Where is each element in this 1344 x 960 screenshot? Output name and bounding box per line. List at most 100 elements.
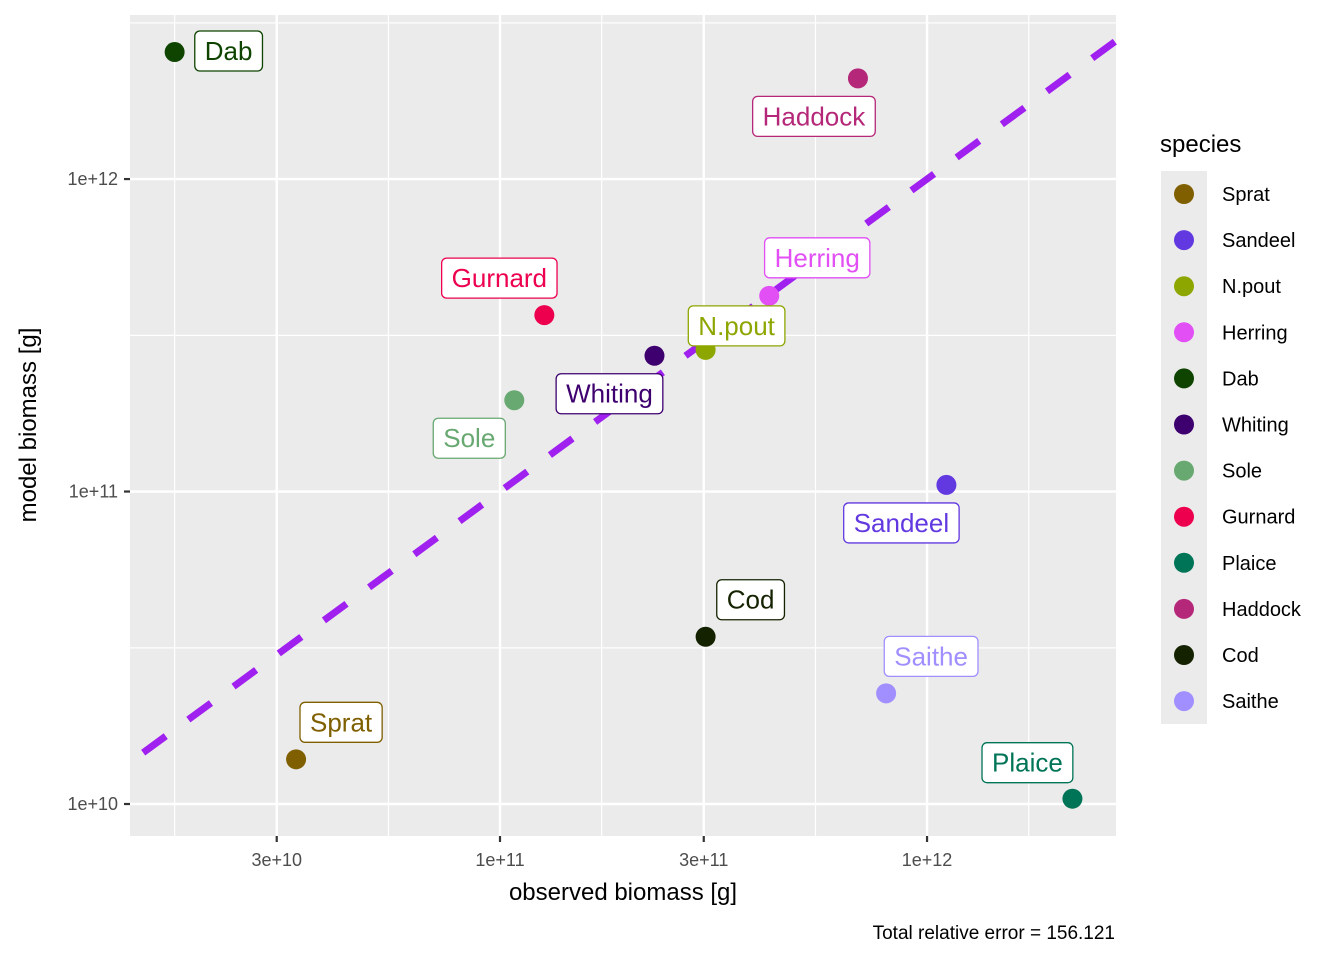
legend-item-plaice: Plaice <box>1174 552 1276 575</box>
label-saithe: Saithe <box>883 635 979 678</box>
point-label-text: Haddock <box>763 101 867 131</box>
point-label-box <box>440 257 558 299</box>
data-point-saithe <box>876 683 897 704</box>
label-sprat: Sprat <box>299 701 383 743</box>
legend-label: Sole <box>1222 461 1262 483</box>
point-label-box <box>299 701 383 743</box>
data-point-gurnard <box>534 305 555 326</box>
legend-item-dab: Dab <box>1174 368 1259 390</box>
legend-label: Sprat <box>1222 184 1270 206</box>
legend-item-saithe: Saithe <box>1174 691 1279 713</box>
legend-label: Haddock <box>1222 599 1302 621</box>
legend-key <box>1174 184 1194 204</box>
label-gurnard: Gurnard <box>440 257 558 299</box>
legend-key <box>1174 368 1194 389</box>
label-whiting: Whiting <box>555 373 664 415</box>
legend-item-sole: Sole <box>1174 460 1262 483</box>
legend-key <box>1174 322 1194 343</box>
point-label-text: Plaice <box>992 748 1063 778</box>
legend-item-sandeel: Sandeel <box>1174 230 1295 252</box>
legend-item-sprat: Sprat <box>1174 184 1270 206</box>
point-label-box <box>194 30 264 72</box>
y-tick-label: 1e+12 <box>67 169 118 189</box>
legend-label: Gurnard <box>1222 507 1295 529</box>
point-labels: Sprat Sandeel N.pout Herring Dab Whiting Sole G… <box>194 30 1074 784</box>
legend-title: species <box>1160 131 1241 158</box>
x-axis-title: observed biomass [g] <box>509 879 737 906</box>
legend-items: Sprat Sandeel N.pout Herring Dab Whiting Sole G… <box>1174 184 1302 713</box>
data-point-herring <box>759 285 780 306</box>
legend-label: N.pout <box>1222 276 1281 298</box>
caption: Total relative error = 156.121 <box>873 923 1115 944</box>
point-label-box <box>883 635 979 678</box>
data-point-dab <box>164 42 185 63</box>
legend-label: Sandeel <box>1222 230 1295 252</box>
point-label-text: Whiting <box>566 379 653 409</box>
point-label-text: Sandeel <box>854 508 949 538</box>
point-label-box <box>981 742 1074 784</box>
point-label-text: Gurnard <box>452 263 547 293</box>
data-point-sprat <box>286 749 307 770</box>
point-label-box <box>751 95 876 138</box>
legend-item-npout: N.pout <box>1174 276 1281 298</box>
data-point-sandeel <box>936 474 957 495</box>
legend-item-herring: Herring <box>1174 322 1288 344</box>
data-point-plaice <box>1062 788 1083 809</box>
x-axis: 3e+10 1e+11 3e+11 1e+12 <box>251 836 952 870</box>
legend-key <box>1174 230 1194 251</box>
legend-item-cod: Cod <box>1174 645 1259 667</box>
legend-label: Whiting <box>1222 415 1289 437</box>
label-dab: Dab <box>194 30 264 72</box>
legend-key <box>1174 645 1194 665</box>
point-label-box <box>432 417 506 459</box>
panel-background <box>130 15 1116 836</box>
point-label-box <box>843 502 960 544</box>
label-cod: Cod <box>716 579 786 621</box>
legend-item-haddock: Haddock <box>1174 598 1302 621</box>
data-point-cod <box>695 626 716 647</box>
x-tick-label: 1e+11 <box>475 850 524 870</box>
point-label-box <box>763 237 871 279</box>
point-label-text: N.pout <box>698 311 775 341</box>
label-sandeel: Sandeel <box>843 502 960 544</box>
data-point-haddock <box>847 68 868 89</box>
legend-label: Plaice <box>1222 553 1276 575</box>
point-label-text: Sprat <box>310 707 373 737</box>
y-tick-label: 1e+11 <box>69 482 118 502</box>
legend-label: Dab <box>1222 368 1259 390</box>
y-tick-label: 1e+10 <box>67 794 118 814</box>
label-npout: N.pout <box>687 305 786 347</box>
legend-key <box>1174 460 1194 481</box>
data-point-whiting <box>644 345 665 366</box>
label-sole: Sole <box>432 417 506 459</box>
point-label-box <box>716 579 786 621</box>
legend-key <box>1174 552 1194 573</box>
x-tick-label: 1e+12 <box>902 850 953 870</box>
y-axis: 1e+10 1e+11 1e+12 <box>67 169 130 814</box>
point-label-box <box>687 305 786 347</box>
legend-label: Herring <box>1222 322 1288 344</box>
point-label-text: Cod <box>727 585 775 615</box>
label-haddock: Haddock <box>751 95 876 138</box>
point-label-text: Sole <box>443 423 495 453</box>
legend: species Sprat Sandeel N.pout Herring Dab Whit… <box>1160 131 1302 724</box>
legend-key <box>1174 598 1194 619</box>
legend-item-whiting: Whiting <box>1174 414 1289 437</box>
legend-key <box>1174 276 1194 297</box>
x-tick-label: 3e+10 <box>251 850 302 870</box>
legend-label: Cod <box>1222 645 1259 667</box>
legend-key <box>1174 691 1194 712</box>
legend-key-background <box>1161 171 1207 724</box>
label-plaice: Plaice <box>981 742 1074 784</box>
point-label-text: Saithe <box>894 641 968 671</box>
data-point-sole <box>504 390 525 411</box>
x-tick-label: 3e+11 <box>679 850 728 870</box>
point-label-box <box>555 373 664 415</box>
legend-label: Saithe <box>1222 691 1279 713</box>
legend-key <box>1174 506 1194 527</box>
point-label-text: Herring <box>775 243 860 273</box>
point-label-text: Dab <box>205 36 253 66</box>
y-axis-title: model biomass [g] <box>15 328 42 523</box>
legend-key <box>1174 414 1194 435</box>
